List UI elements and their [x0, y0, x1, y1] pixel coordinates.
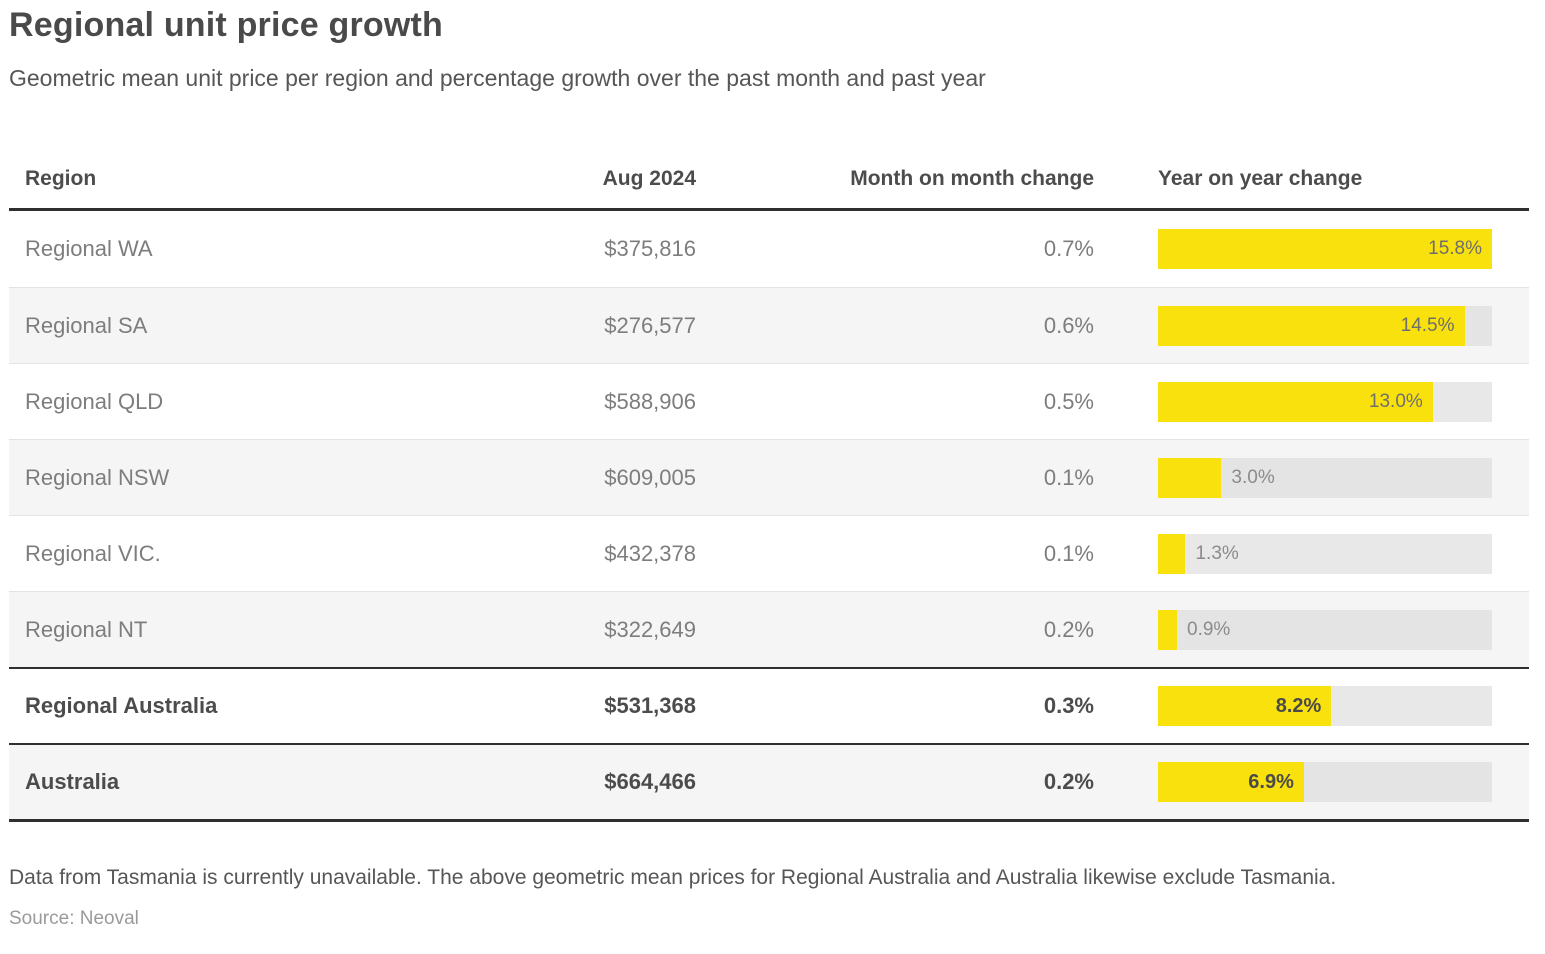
month-change-cell: 0.7%	[1043, 236, 1094, 261]
region-cell: Regional QLD	[25, 388, 164, 414]
year-change-bar-fill: 14.5%	[1158, 305, 1465, 346]
year-change-bar-fill: 15.8%	[1158, 229, 1492, 269]
price-cell: $375,816	[604, 236, 696, 261]
table-row: Australia $664,466 0.2% 6.9%	[9, 743, 1529, 819]
region-cell: Regional VIC.	[25, 540, 161, 566]
region-cell: Regional SA	[25, 312, 148, 338]
column-header-month-on-month: Month on month change	[850, 166, 1094, 190]
month-change-cell: 0.6%	[1043, 312, 1094, 338]
table-row: Regional NT $322,649 0.2% 0.9%	[9, 591, 1529, 667]
price-growth-table: Region Aug 2024 Month on month change Ye…	[9, 149, 1529, 822]
year-change-bar-track: 8.2%	[1158, 686, 1492, 726]
price-cell: $531,368	[604, 693, 696, 718]
table-row: Regional QLD $588,906 0.5% 13.0%	[9, 363, 1529, 439]
year-change-cell: 14.5%	[1094, 305, 1529, 346]
year-change-value: 3.0%	[1231, 466, 1275, 488]
region-cell: Regional Australia	[25, 693, 218, 718]
price-cell: $664,466	[604, 769, 696, 794]
table-body: Regional WA $375,816 0.7% 15.8% Regional SA $…	[9, 211, 1529, 822]
column-header-year-on-year: Year on year change	[1158, 166, 1363, 190]
year-change-value: 6.9%	[1248, 770, 1294, 793]
price-cell: $276,577	[604, 312, 696, 338]
year-change-value: 14.5%	[1400, 314, 1455, 336]
year-change-value: 1.3%	[1195, 542, 1239, 564]
source-attribution: Source: Neoval	[9, 908, 139, 929]
table-row: Regional NSW $609,005 0.1% 3.0%	[9, 439, 1529, 515]
footnote: Data from Tasmania is currently unavaila…	[9, 866, 1337, 889]
region-cell: Regional WA	[25, 236, 153, 261]
price-cell: $588,906	[604, 388, 696, 414]
year-change-cell: 0.9%	[1094, 609, 1529, 650]
year-change-bar-fill: 8.2%	[1158, 686, 1332, 726]
region-cell: Australia	[25, 769, 120, 794]
year-change-value: 8.2%	[1275, 694, 1322, 717]
month-change-cell: 0.1%	[1043, 464, 1094, 490]
report-page: Regional unit price growth Geometric mea…	[9, 6, 1529, 929]
month-change-cell: 0.5%	[1043, 388, 1094, 414]
page-title: Regional unit price growth	[9, 6, 443, 44]
year-change-bar-track: 15.8%	[1158, 229, 1492, 269]
year-change-value: 13.0%	[1368, 390, 1423, 412]
year-change-bar-fill	[1158, 609, 1178, 650]
table-header-row: Region Aug 2024 Month on month change Ye…	[9, 149, 1529, 211]
year-change-cell: 1.3%	[1094, 533, 1529, 574]
price-cell: $322,649	[604, 616, 696, 642]
year-change-bar-track: 14.5%	[1158, 305, 1492, 346]
year-change-bar-fill: 13.0%	[1158, 381, 1433, 422]
year-change-bar-track: 1.3%	[1158, 533, 1492, 574]
page-subtitle: Geometric mean unit price per region and…	[9, 65, 986, 91]
year-change-bar-fill	[1158, 533, 1186, 574]
table-row: Regional WA $375,816 0.7% 15.8%	[9, 211, 1529, 287]
year-change-value: 15.8%	[1428, 238, 1482, 259]
month-change-cell: 0.2%	[1043, 616, 1094, 642]
year-change-cell: 13.0%	[1094, 381, 1529, 422]
region-cell: Regional NSW	[25, 464, 170, 490]
column-header-region: Region	[25, 166, 97, 190]
year-change-value: 0.9%	[1187, 618, 1231, 640]
year-change-cell: 15.8%	[1094, 229, 1529, 269]
month-change-cell: 0.1%	[1043, 540, 1094, 566]
year-change-bar-track: 3.0%	[1158, 457, 1492, 498]
year-change-bar-fill: 6.9%	[1158, 762, 1304, 802]
table-row: Regional SA $276,577 0.6% 14.5%	[9, 287, 1529, 363]
price-cell: $609,005	[604, 464, 696, 490]
year-change-bar-track: 0.9%	[1158, 609, 1492, 650]
year-change-cell: 8.2%	[1094, 686, 1529, 726]
year-change-bar-track: 13.0%	[1158, 381, 1492, 422]
price-cell: $432,378	[604, 540, 696, 566]
region-cell: Regional NT	[25, 616, 148, 642]
table-row: Regional Australia $531,368 0.3% 8.2%	[9, 667, 1529, 743]
year-change-bar-fill	[1158, 457, 1222, 498]
year-change-cell: 6.9%	[1094, 762, 1529, 802]
month-change-cell: 0.2%	[1043, 769, 1094, 794]
year-change-cell: 3.0%	[1094, 457, 1529, 498]
column-header-aug-2024: Aug 2024	[602, 166, 696, 190]
month-change-cell: 0.3%	[1043, 693, 1094, 718]
table-row: Regional VIC. $432,378 0.1% 1.3%	[9, 515, 1529, 591]
year-change-bar-track: 6.9%	[1158, 762, 1492, 802]
